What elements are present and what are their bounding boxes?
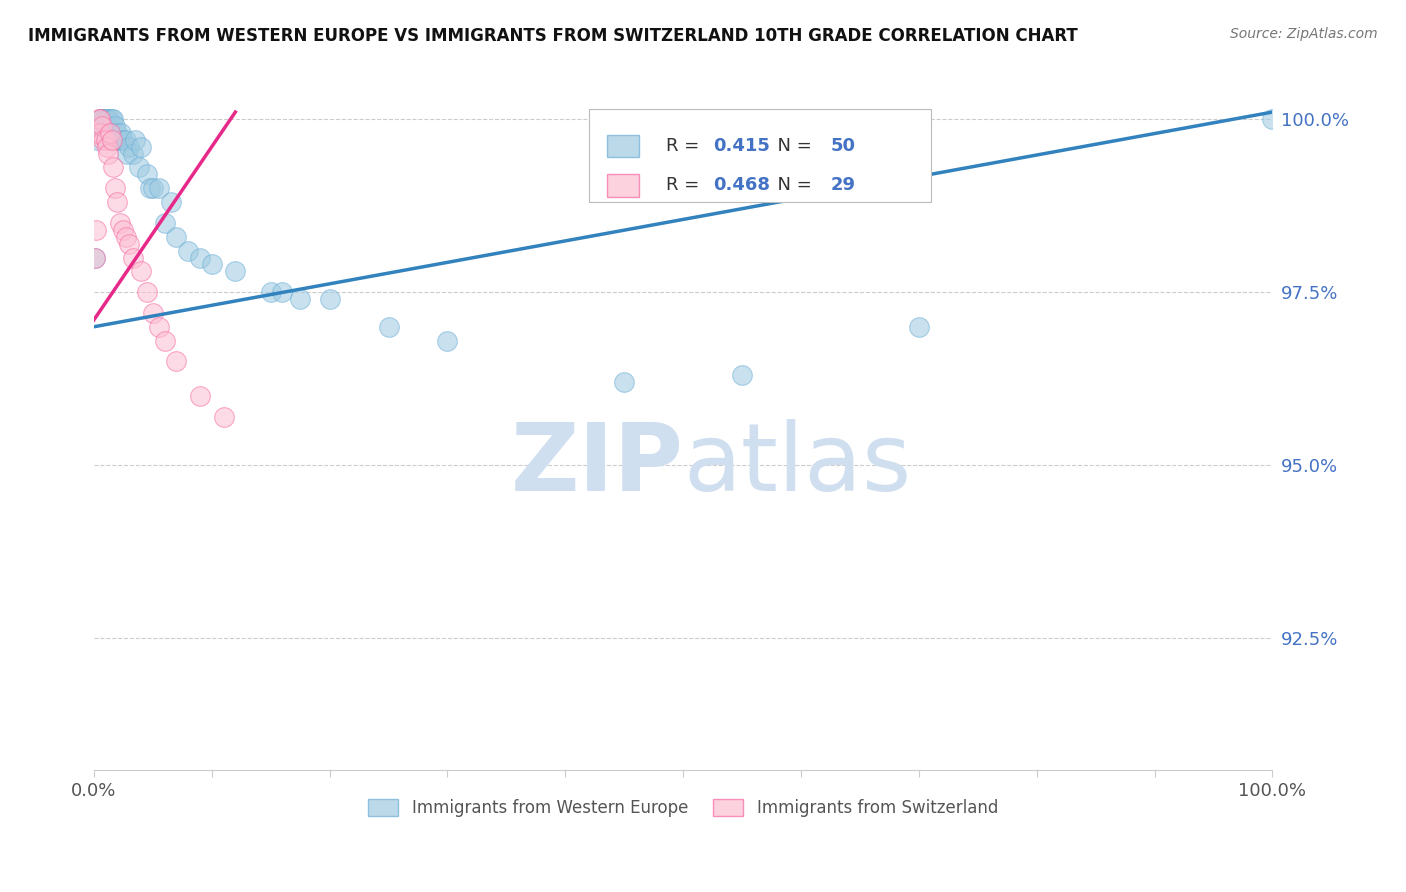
Point — [129, 139, 152, 153]
Point — [84, 251, 107, 265]
Text: Source: ZipAtlas.com: Source: ZipAtlas.com — [1230, 27, 1378, 41]
Text: atlas: atlas — [683, 419, 911, 511]
Text: N =: N = — [766, 177, 817, 194]
Point — [188, 389, 211, 403]
Point — [90, 112, 112, 126]
Point — [104, 181, 127, 195]
Point — [93, 112, 115, 126]
Point — [136, 285, 159, 300]
Point — [108, 133, 131, 147]
Text: IMMIGRANTS FROM WESTERN EUROPE VS IMMIGRANTS FROM SWITZERLAND 10TH GRADE CORRELA: IMMIGRANTS FROM WESTERN EUROPE VS IMMIGR… — [28, 27, 1078, 45]
FancyBboxPatch shape — [606, 175, 638, 196]
Point — [613, 375, 636, 389]
Point — [129, 264, 152, 278]
Point — [121, 146, 143, 161]
Point — [100, 133, 122, 147]
Legend: Immigrants from Western Europe, Immigrants from Switzerland: Immigrants from Western Europe, Immigran… — [361, 792, 1004, 824]
Point — [86, 126, 108, 140]
Point — [90, 112, 112, 126]
Point — [165, 229, 187, 244]
Text: ZIP: ZIP — [510, 419, 683, 511]
Point — [104, 119, 127, 133]
Point — [224, 264, 246, 278]
Point — [124, 133, 146, 147]
Point — [110, 126, 132, 140]
Point — [165, 354, 187, 368]
Point — [91, 119, 114, 133]
Text: N =: N = — [766, 137, 817, 155]
Point — [89, 126, 111, 140]
FancyBboxPatch shape — [606, 135, 638, 157]
Text: 0.415: 0.415 — [713, 137, 769, 155]
Point — [94, 133, 117, 147]
Point — [107, 195, 129, 210]
Point — [1261, 112, 1284, 126]
Point — [93, 133, 115, 147]
Point — [436, 334, 458, 348]
Text: R =: R = — [665, 177, 704, 194]
Point — [108, 216, 131, 230]
Point — [98, 112, 121, 126]
Point — [84, 223, 107, 237]
Point — [97, 112, 120, 126]
Point — [107, 126, 129, 140]
Point — [87, 112, 110, 126]
Point — [114, 229, 136, 244]
Point — [94, 119, 117, 133]
Point — [212, 409, 235, 424]
Point — [201, 257, 224, 271]
Point — [89, 112, 111, 126]
Point — [86, 119, 108, 133]
Point — [260, 285, 283, 300]
Point — [731, 368, 754, 383]
Point — [91, 112, 114, 126]
Point — [96, 139, 118, 153]
FancyBboxPatch shape — [589, 109, 931, 202]
Point — [101, 112, 124, 126]
Point — [908, 319, 931, 334]
Text: R =: R = — [665, 137, 704, 155]
Point — [377, 319, 399, 334]
Point — [271, 285, 294, 300]
Point — [115, 146, 138, 161]
Point — [139, 181, 162, 195]
Point — [128, 161, 150, 175]
Point — [118, 236, 141, 251]
Point — [105, 133, 128, 147]
Point — [148, 181, 170, 195]
Point — [188, 251, 211, 265]
Point — [153, 216, 176, 230]
Point — [93, 112, 115, 126]
Point — [318, 292, 340, 306]
Text: 0.468: 0.468 — [713, 177, 769, 194]
Point — [96, 112, 118, 126]
Point — [101, 161, 124, 175]
Point — [142, 306, 165, 320]
Point — [142, 181, 165, 195]
Point — [97, 146, 120, 161]
Point — [159, 195, 181, 210]
Point — [100, 126, 122, 140]
Point — [86, 133, 108, 147]
Point — [121, 251, 143, 265]
Point — [118, 139, 141, 153]
Point — [84, 251, 107, 265]
Point — [114, 133, 136, 147]
Point — [177, 244, 200, 258]
Point — [153, 334, 176, 348]
Point — [112, 133, 135, 147]
Point — [100, 112, 122, 126]
Point — [112, 223, 135, 237]
Point — [100, 126, 122, 140]
Point — [288, 292, 311, 306]
Text: 50: 50 — [831, 137, 855, 155]
Point — [89, 112, 111, 126]
Text: 29: 29 — [831, 177, 855, 194]
Point — [148, 319, 170, 334]
Point — [136, 168, 159, 182]
